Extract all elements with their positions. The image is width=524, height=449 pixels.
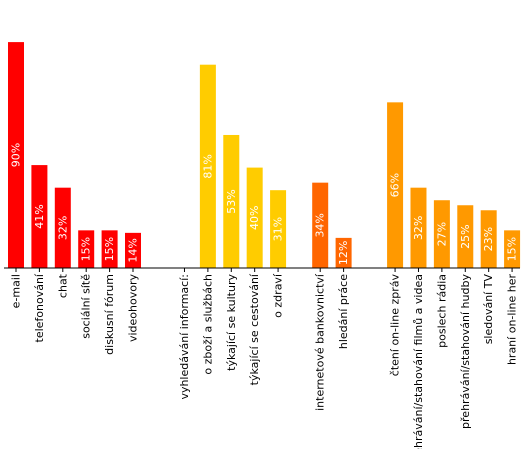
category-label: internetové bankovnictví (314, 273, 327, 411)
category-label: poslech rádia (435, 274, 448, 348)
bar (223, 134, 240, 268)
bar-value-label: 34% (314, 213, 327, 237)
bar (335, 237, 352, 268)
category-label: sledování TV (482, 274, 495, 345)
bar (504, 230, 521, 268)
category-label: videohovory (127, 274, 140, 343)
bar-value-label: 31% (272, 217, 285, 241)
category-label: týkající se kultury (225, 274, 238, 371)
category-label: chat (56, 273, 69, 298)
bar (480, 210, 497, 268)
bar-value-label: 12% (337, 241, 350, 265)
bar (125, 232, 141, 268)
category-label: týkající se cestování (248, 273, 261, 385)
bar (78, 230, 95, 268)
bar-value-label: 66% (389, 173, 402, 197)
category-labels-layer: e-mail telefonování chat sociální sítě disku… (10, 268, 519, 449)
category-label: diskusní fórum (103, 274, 116, 355)
category-label: telefonování (33, 273, 46, 342)
category-label: čtení on-line zpráv (389, 274, 402, 377)
bar-value-label: 23% (482, 227, 495, 251)
bar-value-label: 15% (506, 237, 519, 261)
bar-value-label: 27% (435, 222, 448, 246)
category-label: o zdraví (272, 273, 285, 318)
bar (101, 230, 118, 268)
category-label: e-mail (10, 274, 23, 308)
category-label: o zboží a službách (201, 274, 214, 375)
bar-value-label: 32% (412, 216, 425, 240)
bar-value-label: 14% (127, 238, 140, 262)
category-label: přehrávání/stahování filmů a videa (412, 274, 425, 449)
bar (387, 102, 404, 268)
bar (270, 190, 287, 268)
bar (31, 165, 48, 268)
category-label: hledání práce (337, 274, 350, 349)
bar (457, 205, 474, 268)
category-label: sociální sítě (80, 274, 93, 339)
bar-value-label: 25% (459, 224, 472, 248)
category-label: hraní on-line her (506, 274, 519, 366)
bar (410, 187, 427, 268)
bar-value-label: 41% (33, 204, 46, 228)
bar-value-label: 90% (10, 143, 23, 167)
bars-layer: 90% 41% 32% 15% 15% 14% 81% 53% 40% 31% 34% 12% 66% 3… (8, 42, 521, 268)
bar-value-label: 32% (56, 216, 69, 240)
bar-value-label: 53% (225, 189, 238, 213)
bar-value-label: 81% (201, 154, 214, 178)
bar (8, 42, 24, 268)
bar (312, 182, 329, 268)
bar-value-label: 15% (80, 237, 93, 261)
bar (54, 187, 71, 268)
category-label: přehrávání/stahování hudby (459, 274, 472, 429)
category-label: vyhledávání informací: (178, 274, 191, 400)
bar (199, 64, 216, 268)
bar-value-label: 40% (248, 206, 261, 230)
bar-value-label: 15% (103, 237, 116, 261)
bar (246, 167, 263, 268)
bar (433, 200, 450, 268)
